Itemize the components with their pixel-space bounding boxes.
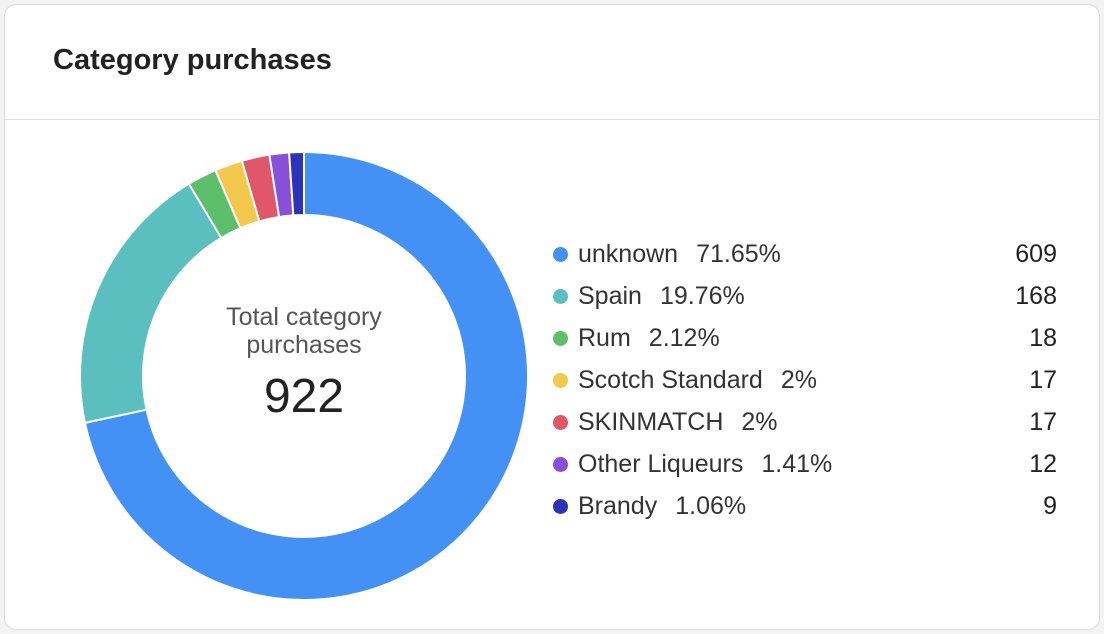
legend-item[interactable]: Other Liqueurs 1.41% 12: [553, 443, 1057, 485]
legend-label: Brandy: [578, 491, 658, 520]
legend-label: Other Liqueurs: [578, 449, 744, 478]
legend-percent: 1.41%: [761, 449, 833, 478]
legend-item[interactable]: unknown 71.65% 609: [553, 233, 1057, 275]
chart-legend: unknown 71.65% 609 Spain 19.76% 168 Rum 2.12% 18…: [553, 233, 1057, 527]
legend-dot-icon: [553, 498, 568, 514]
legend-item[interactable]: Brandy 1.06% 9: [553, 485, 1057, 527]
legend-count: 17: [1029, 407, 1057, 436]
legend-dot-icon: [553, 288, 568, 304]
legend-percent: 2.12%: [648, 323, 720, 352]
legend-dot-icon: [553, 456, 568, 472]
card-header: Category purchases: [5, 5, 1099, 120]
card-title: Category purchases: [53, 43, 332, 76]
legend-count: 9: [1043, 491, 1057, 520]
donut-chart: Total category purchases 922: [79, 151, 529, 601]
legend-label: Spain: [578, 281, 642, 310]
legend-count: 18: [1029, 323, 1057, 352]
legend-percent: 1.06%: [675, 491, 747, 520]
legend-item[interactable]: Scotch Standard 2% 17: [553, 359, 1057, 401]
donut-slice-brandy[interactable]: [288, 151, 305, 217]
legend-dot-icon: [553, 246, 568, 262]
legend-count: 168: [1015, 281, 1057, 310]
legend-percent: 19.76%: [659, 281, 745, 310]
legend-percent: 2%: [741, 407, 778, 436]
legend-dot-icon: [553, 414, 568, 430]
legend-item[interactable]: Spain 19.76% 168: [553, 275, 1057, 317]
donut-svg: [79, 151, 529, 601]
legend-item[interactable]: Rum 2.12% 18: [553, 317, 1057, 359]
legend-count: 609: [1015, 239, 1057, 268]
legend-percent: 71.65%: [696, 239, 781, 268]
legend-count: 12: [1029, 449, 1057, 478]
legend-count: 17: [1029, 365, 1057, 394]
legend-percent: 2%: [780, 365, 817, 394]
legend-label: Scotch Standard: [578, 365, 763, 394]
legend-dot-icon: [553, 330, 568, 346]
legend-label: Rum: [578, 323, 631, 352]
legend-item[interactable]: SKINMATCH 2% 17: [553, 401, 1057, 443]
total-label: Total category purchases: [226, 302, 382, 359]
donut-slice-unknown[interactable]: [83, 151, 529, 601]
legend-dot-icon: [553, 372, 568, 388]
donut-center: Total category purchases 922: [79, 151, 529, 601]
legend-label: unknown: [578, 239, 679, 268]
category-purchases-card: Category purchases Total category purcha…: [4, 4, 1100, 630]
legend-label: SKINMATCH: [578, 407, 724, 436]
total-value: 922: [263, 369, 345, 423]
